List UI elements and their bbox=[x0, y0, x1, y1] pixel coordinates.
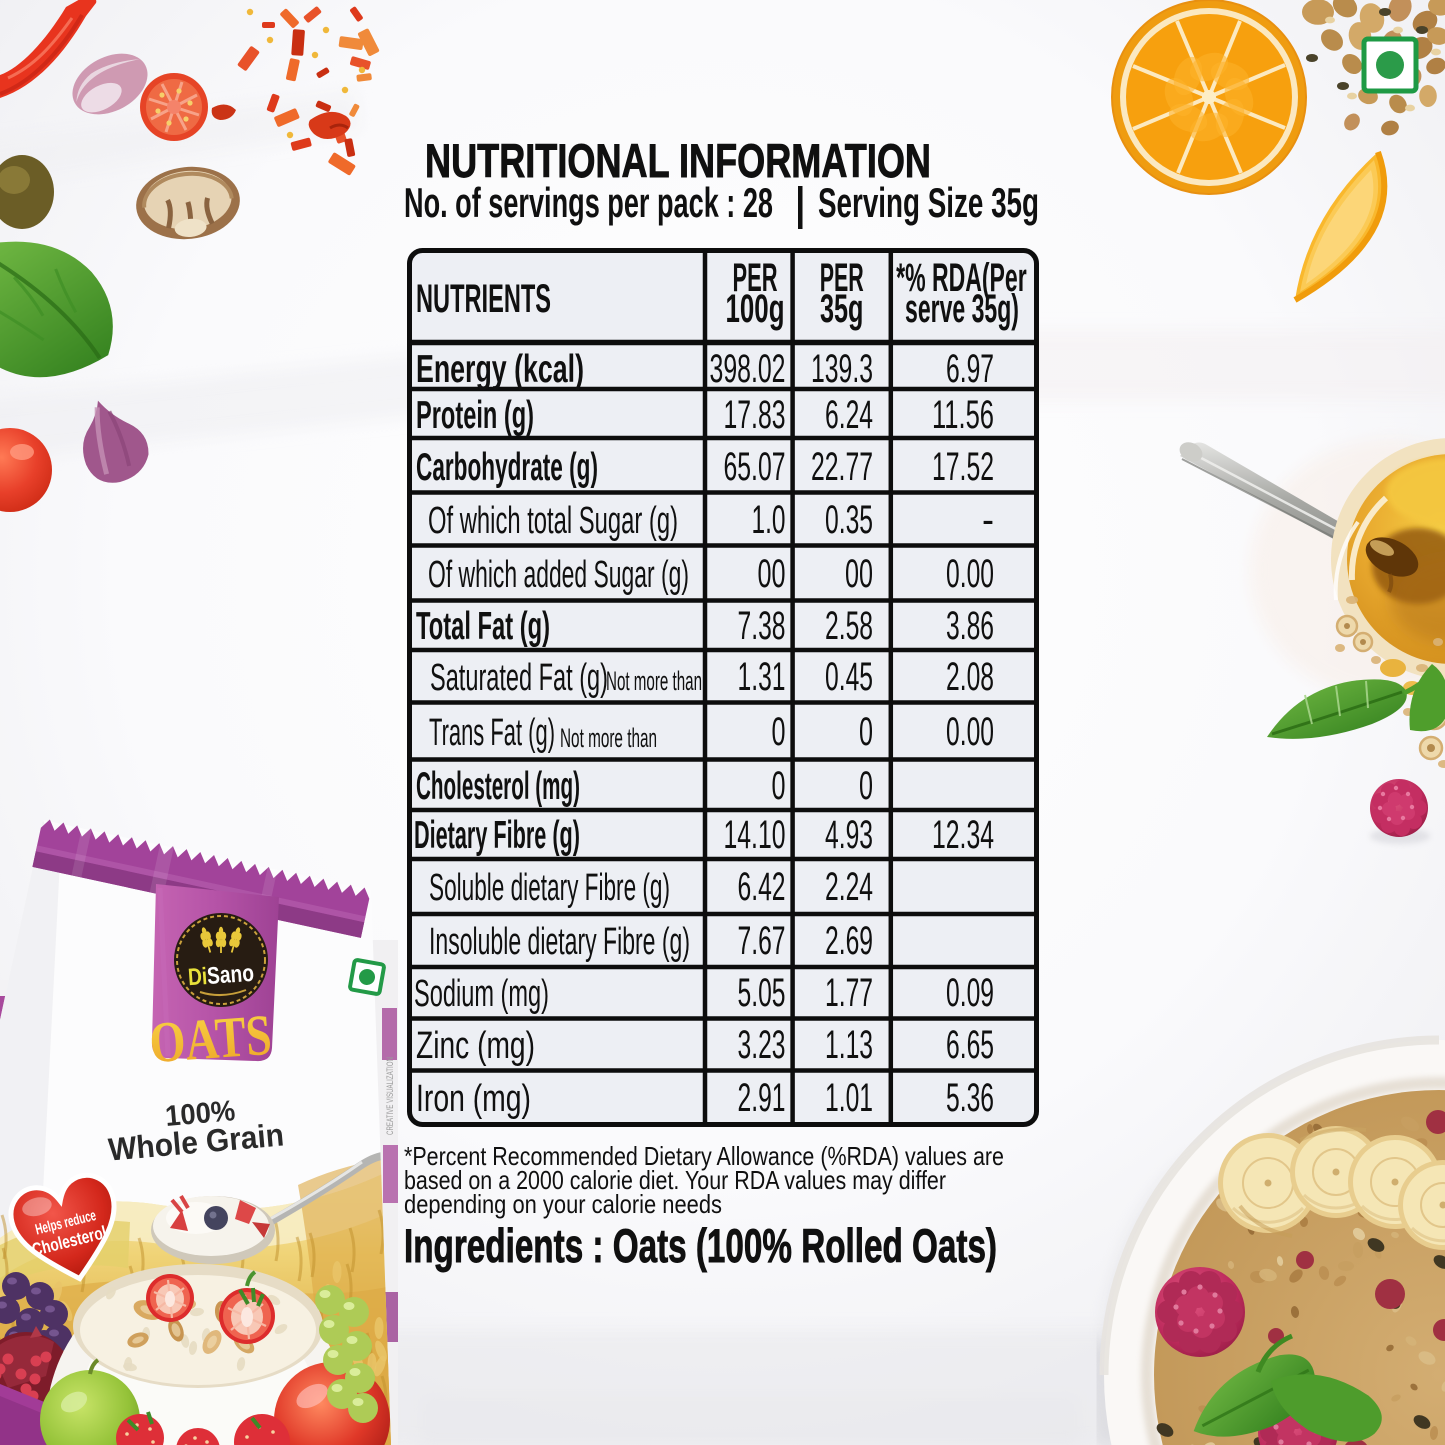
svg-text:based on a 2000 calorie diet.: based on a 2000 calorie diet. Your RDA v… bbox=[404, 1165, 946, 1195]
svg-text:*% RDA(Per: *% RDA(Per bbox=[896, 256, 1027, 300]
svg-text:Insoluble dietary Fibre (g): Insoluble dietary Fibre (g) bbox=[429, 921, 690, 963]
svg-text:17.52: 17.52 bbox=[932, 445, 994, 489]
svg-text:6.97: 6.97 bbox=[946, 347, 994, 391]
svg-text:00: 00 bbox=[758, 552, 786, 596]
svg-text:Of which added Sugar (g): Of which added Sugar (g) bbox=[428, 554, 689, 596]
svg-text:Iron (mg): Iron (mg) bbox=[416, 1078, 531, 1120]
svg-text:2.24: 2.24 bbox=[825, 865, 873, 909]
svg-text:7.67: 7.67 bbox=[738, 919, 786, 963]
svg-text:-: - bbox=[982, 498, 994, 542]
svg-text:0: 0 bbox=[859, 764, 873, 808]
svg-text:2.08: 2.08 bbox=[946, 655, 994, 699]
svg-text:1.13: 1.13 bbox=[825, 1023, 873, 1067]
svg-text:6.42: 6.42 bbox=[738, 865, 786, 909]
svg-text:0.09: 0.09 bbox=[946, 971, 994, 1015]
svg-text:CREATIVE VISUALIZATION: CREATIVE VISUALIZATION bbox=[385, 1057, 395, 1135]
svg-text:12.34: 12.34 bbox=[932, 813, 994, 857]
svg-text:Energy (kcal): Energy (kcal) bbox=[416, 348, 584, 391]
svg-text:NUTRITIONAL INFORMATION: NUTRITIONAL INFORMATION bbox=[425, 134, 931, 187]
svg-text:PER: PER bbox=[733, 256, 778, 300]
svg-text:6.65: 6.65 bbox=[946, 1023, 994, 1067]
svg-text:Serving Size 35g: Serving Size 35g bbox=[818, 179, 1039, 226]
svg-text:Not more than: Not more than bbox=[560, 723, 657, 753]
svg-text:139.3: 139.3 bbox=[811, 347, 873, 391]
svg-text:Sodium (mg): Sodium (mg) bbox=[414, 973, 549, 1015]
svg-text:Of which total Sugar (g): Of which total Sugar (g) bbox=[428, 500, 678, 542]
svg-text:2.91: 2.91 bbox=[738, 1076, 786, 1120]
svg-text:PER: PER bbox=[820, 256, 864, 300]
svg-text:Not more than: Not more than bbox=[606, 666, 702, 696]
svg-text:35g: 35g bbox=[820, 287, 864, 331]
svg-text:0.35: 0.35 bbox=[825, 498, 873, 542]
svg-text:depending on your calorie need: depending on your calorie needs bbox=[404, 1189, 722, 1219]
svg-text:7.38: 7.38 bbox=[738, 604, 786, 648]
svg-text:DiSano: DiSano bbox=[187, 960, 255, 992]
svg-text:3.23: 3.23 bbox=[738, 1023, 786, 1067]
svg-text:NUTRIENTS: NUTRIENTS bbox=[416, 277, 551, 321]
svg-text:398.02: 398.02 bbox=[710, 347, 786, 391]
svg-text:0: 0 bbox=[772, 764, 786, 808]
svg-text:Zinc (mg): Zinc (mg) bbox=[416, 1025, 535, 1067]
svg-text:Soluble dietary Fibre (g): Soluble dietary Fibre (g) bbox=[429, 867, 670, 909]
svg-text:Dietary Fibre (g): Dietary Fibre (g) bbox=[414, 814, 580, 857]
svg-text:4.93: 4.93 bbox=[825, 813, 873, 857]
svg-text:5.36: 5.36 bbox=[946, 1076, 994, 1120]
svg-text:1.77: 1.77 bbox=[825, 971, 873, 1015]
svg-text:5.05: 5.05 bbox=[738, 971, 786, 1015]
svg-text:6.24: 6.24 bbox=[825, 393, 873, 437]
svg-text:Total Fat (g): Total Fat (g) bbox=[416, 605, 550, 648]
svg-text:Trans Fat (g): Trans Fat (g) bbox=[429, 712, 555, 754]
svg-text:1.31: 1.31 bbox=[738, 655, 786, 699]
svg-text:100%: 100% bbox=[164, 1095, 237, 1133]
svg-text:0.00: 0.00 bbox=[946, 552, 994, 596]
svg-text:Cholesterol (mg): Cholesterol (mg) bbox=[416, 765, 580, 808]
svg-text:Ingredients : Oats (100% Rolle: Ingredients : Oats (100% Rolled Oats) bbox=[404, 1219, 997, 1272]
svg-text:11.56: 11.56 bbox=[932, 393, 994, 437]
svg-text:14.10: 14.10 bbox=[724, 813, 786, 857]
svg-text:Saturated Fat (g): Saturated Fat (g) bbox=[430, 657, 608, 699]
svg-text:3.86: 3.86 bbox=[946, 604, 994, 648]
svg-text:22.77: 22.77 bbox=[811, 445, 873, 489]
svg-text:65.07: 65.07 bbox=[724, 445, 786, 489]
svg-text:*Percent Recommended Dietary A: *Percent Recommended Dietary Allowance (… bbox=[404, 1141, 1004, 1171]
svg-text:Carbohydrate (g): Carbohydrate (g) bbox=[416, 446, 598, 489]
svg-text:0: 0 bbox=[859, 710, 873, 754]
svg-text:Protein (g): Protein (g) bbox=[416, 394, 534, 437]
svg-text:serve 35g): serve 35g) bbox=[905, 287, 1019, 331]
svg-text:1.0: 1.0 bbox=[752, 498, 786, 542]
svg-text:2.58: 2.58 bbox=[825, 604, 873, 648]
svg-text:No. of servings per pack : 28: No. of servings per pack : 28 bbox=[404, 179, 773, 226]
svg-text:0.00: 0.00 bbox=[946, 710, 994, 754]
svg-text:1.01: 1.01 bbox=[825, 1076, 873, 1120]
svg-text:OATS: OATS bbox=[147, 1002, 273, 1075]
svg-text:17.83: 17.83 bbox=[724, 393, 786, 437]
svg-text:0: 0 bbox=[772, 710, 786, 754]
svg-text:2.69: 2.69 bbox=[825, 919, 873, 963]
svg-text:0.45: 0.45 bbox=[825, 655, 873, 699]
svg-text:00: 00 bbox=[845, 552, 873, 596]
svg-text:100g: 100g bbox=[726, 287, 785, 331]
